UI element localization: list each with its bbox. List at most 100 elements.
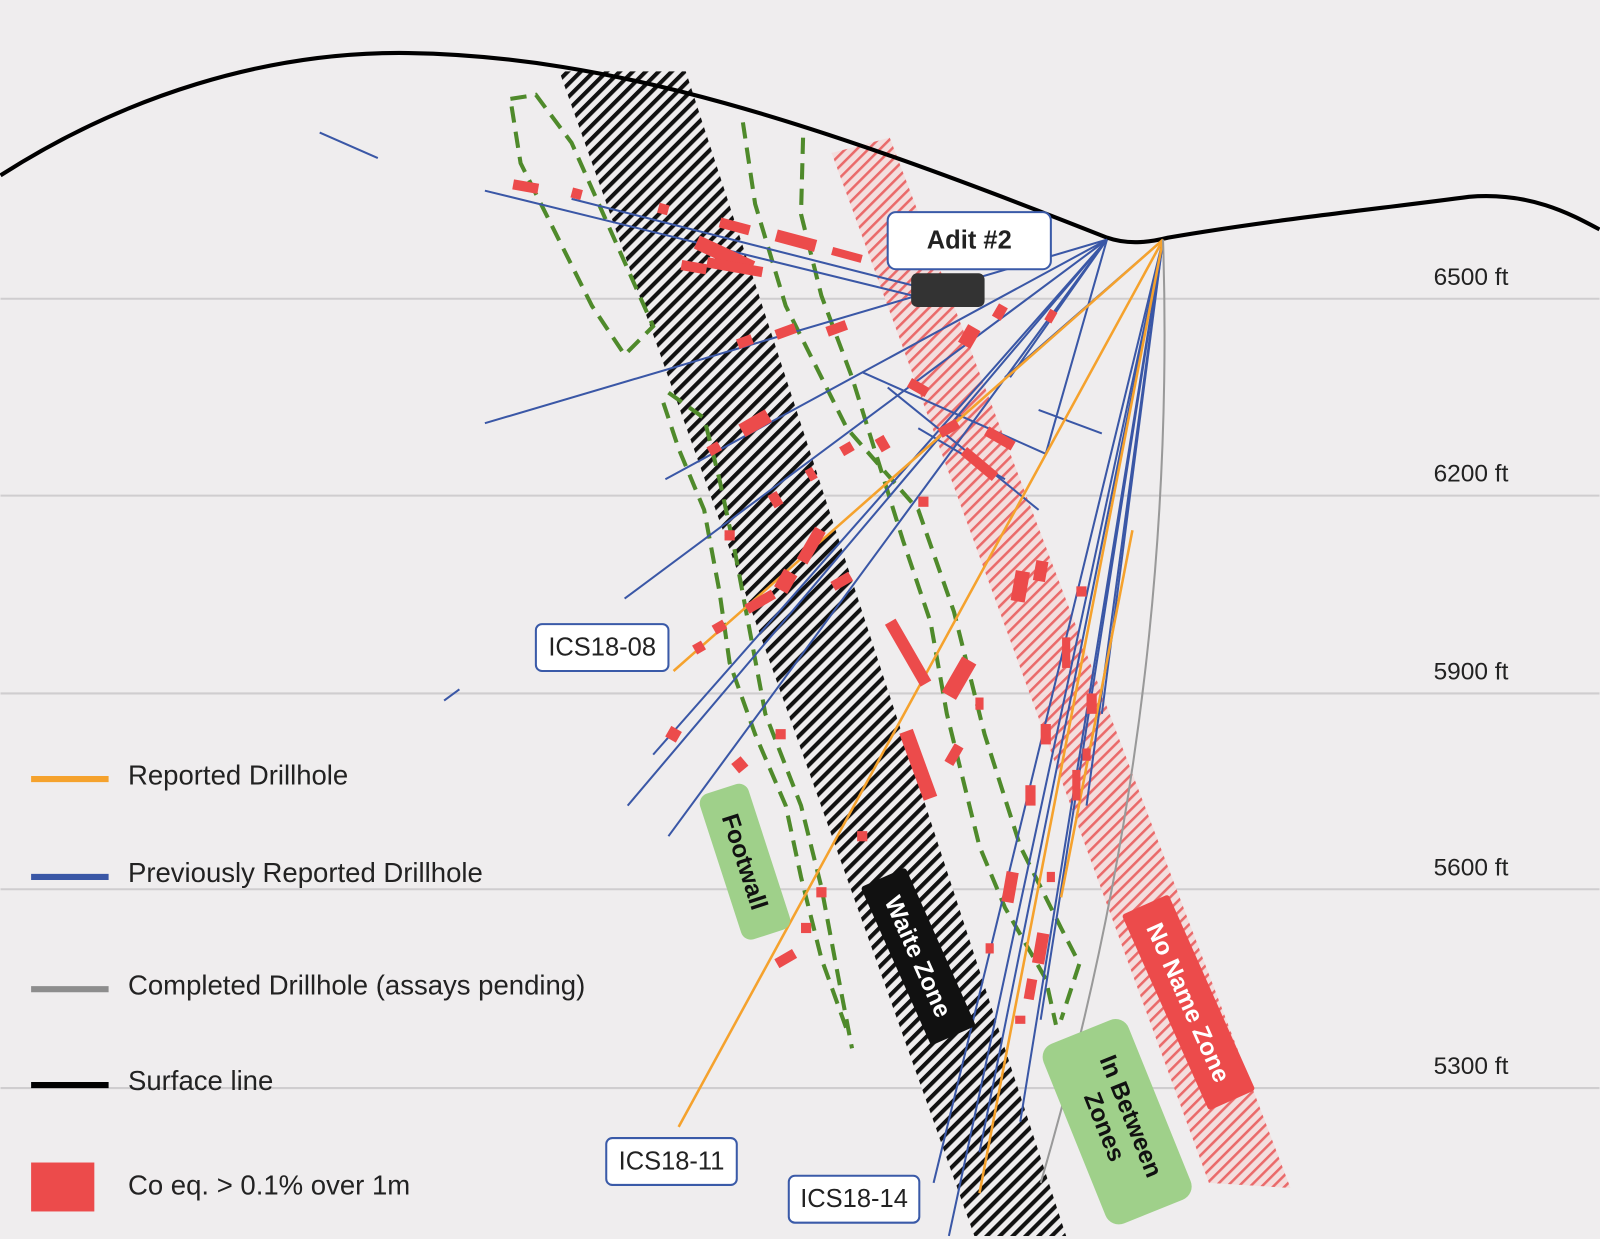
cobalt-intercept (991, 303, 1008, 321)
legend-label: Previously Reported Drillhole (128, 857, 483, 888)
cobalt-intercept (774, 949, 798, 969)
cobalt-intercept (570, 187, 583, 200)
cobalt-intercept (899, 728, 938, 801)
previous-drillhole (626, 238, 1108, 807)
previous-drillhole (1038, 408, 1103, 435)
previous-drillhole (947, 239, 1165, 1237)
previous-drillhole (571, 197, 914, 287)
previous-drillhole (1044, 239, 1108, 455)
reported-drillhole (978, 239, 1165, 1194)
cobalt-intercept (731, 756, 749, 774)
cobalt-intercept (801, 922, 812, 934)
previous-drillhole (978, 239, 1165, 1153)
drillhole-label-box (605, 1137, 738, 1186)
legend-label: Co eq. > 0.1% over 1m (128, 1169, 410, 1200)
drillhole-label: ICS18-11 (619, 1147, 725, 1175)
previous-drillhole (887, 386, 1040, 511)
drillhole-label-box (787, 1174, 921, 1224)
cobalt-intercept (831, 247, 863, 263)
cobalt-intercept (825, 320, 849, 337)
in-between-tag: In Between Zones (1042, 1019, 1192, 1225)
adit-label: Adit #2 (927, 226, 1012, 254)
cobalt-intercept (975, 697, 984, 710)
previous-drillhole (652, 238, 1108, 756)
drillhole-label-box (534, 623, 670, 673)
previous-drillhole (443, 688, 461, 702)
cobalt-intercept (774, 568, 798, 594)
zone-outlines (508, 92, 1082, 1049)
cobalt-intercept (1001, 871, 1019, 904)
cobalt-intercept (839, 441, 855, 457)
elevation-label: 5900 ft (1434, 659, 1509, 686)
cobalt-intercept (1086, 693, 1097, 714)
cobalt-intercept (816, 887, 827, 898)
legend-label: Completed Drillhole (assays pending) (128, 969, 585, 1000)
drillholes (319, 131, 1165, 1237)
cobalt-intercept (957, 324, 981, 349)
cobalt-intercept (680, 259, 708, 275)
elevation-label: 5600 ft (1434, 854, 1509, 881)
cobalt-intercept (857, 831, 868, 842)
legend-label: Reported Drillhole (128, 759, 348, 790)
cobalt-intercept (918, 496, 929, 507)
cobalt-intercept (775, 729, 786, 740)
cobalt-intercept (1040, 724, 1051, 745)
cobalt-intercept (906, 377, 930, 398)
cobalt-intercept (711, 619, 728, 635)
cobalt-intercept (738, 409, 772, 438)
elevation-label: 5300 ft (1434, 1053, 1509, 1080)
cobalt-intercept (1082, 748, 1091, 761)
drillhole-label: ICS18-08 (548, 633, 656, 661)
previous-drillhole (1009, 239, 1108, 378)
cobalt-intercept (1025, 785, 1036, 806)
cobalt-intercept (706, 257, 764, 278)
cobalt-intercept (512, 179, 540, 194)
legend-label: Surface line (128, 1065, 273, 1096)
cobalt-intercept (874, 434, 891, 453)
previous-drillhole (319, 131, 379, 159)
cobalt-intercept (744, 589, 777, 614)
cobalt-intercept (774, 323, 798, 340)
cobalt-intercept (657, 202, 670, 216)
cobalt-intercept (796, 526, 826, 565)
cobalt-intercept (692, 640, 707, 655)
drillhole-label: ICS18-14 (800, 1185, 908, 1213)
cobalt-intercept (937, 418, 961, 438)
cobalt-intercept (665, 725, 682, 743)
cobalt-intercept (1044, 308, 1058, 324)
cobalt-intercept (774, 229, 818, 252)
cobalt-intercept (724, 530, 735, 541)
cobalt-intercept (706, 441, 723, 457)
elevation-label: 6500 ft (1434, 264, 1509, 291)
cobalt-intercept (1032, 559, 1049, 583)
cobalt-intercept (985, 943, 994, 954)
previous-drillhole (861, 371, 1047, 455)
cobalt-intercept (1072, 769, 1081, 801)
previous-drillhole (1039, 239, 1165, 1020)
cobalt-intercept (984, 426, 1016, 451)
cobalt-intercept (1010, 570, 1030, 603)
adit-portal (911, 273, 985, 307)
cobalt-intercept (1015, 1015, 1026, 1024)
elevation-grid: 6500 ft 6200 ft 5900 ft 5600 ft 5300 ft (0, 264, 1600, 1090)
intercepts (512, 179, 1097, 1024)
legend-swatch (31, 1162, 95, 1212)
cobalt-intercept (736, 334, 754, 350)
elevation-label: 6200 ft (1434, 461, 1509, 488)
surface-line (0, 50, 1600, 245)
legend: Reported Drillhole Previously Reported Dr… (31, 759, 585, 1212)
cobalt-intercept (944, 743, 964, 766)
previous-drillhole (664, 238, 1108, 481)
cobalt-intercept (884, 618, 932, 687)
cobalt-intercept (1062, 637, 1071, 668)
cobalt-intercept (718, 217, 751, 236)
cobalt-intercept (767, 490, 784, 509)
cobalt-intercept (1046, 871, 1055, 883)
previous-drillhole (623, 238, 1108, 600)
cobalt-intercept (830, 571, 854, 591)
cobalt-intercept (960, 446, 999, 482)
cobalt-intercept (1076, 586, 1087, 597)
cobalt-intercept (1031, 932, 1050, 965)
adit-label-box (886, 211, 1052, 271)
